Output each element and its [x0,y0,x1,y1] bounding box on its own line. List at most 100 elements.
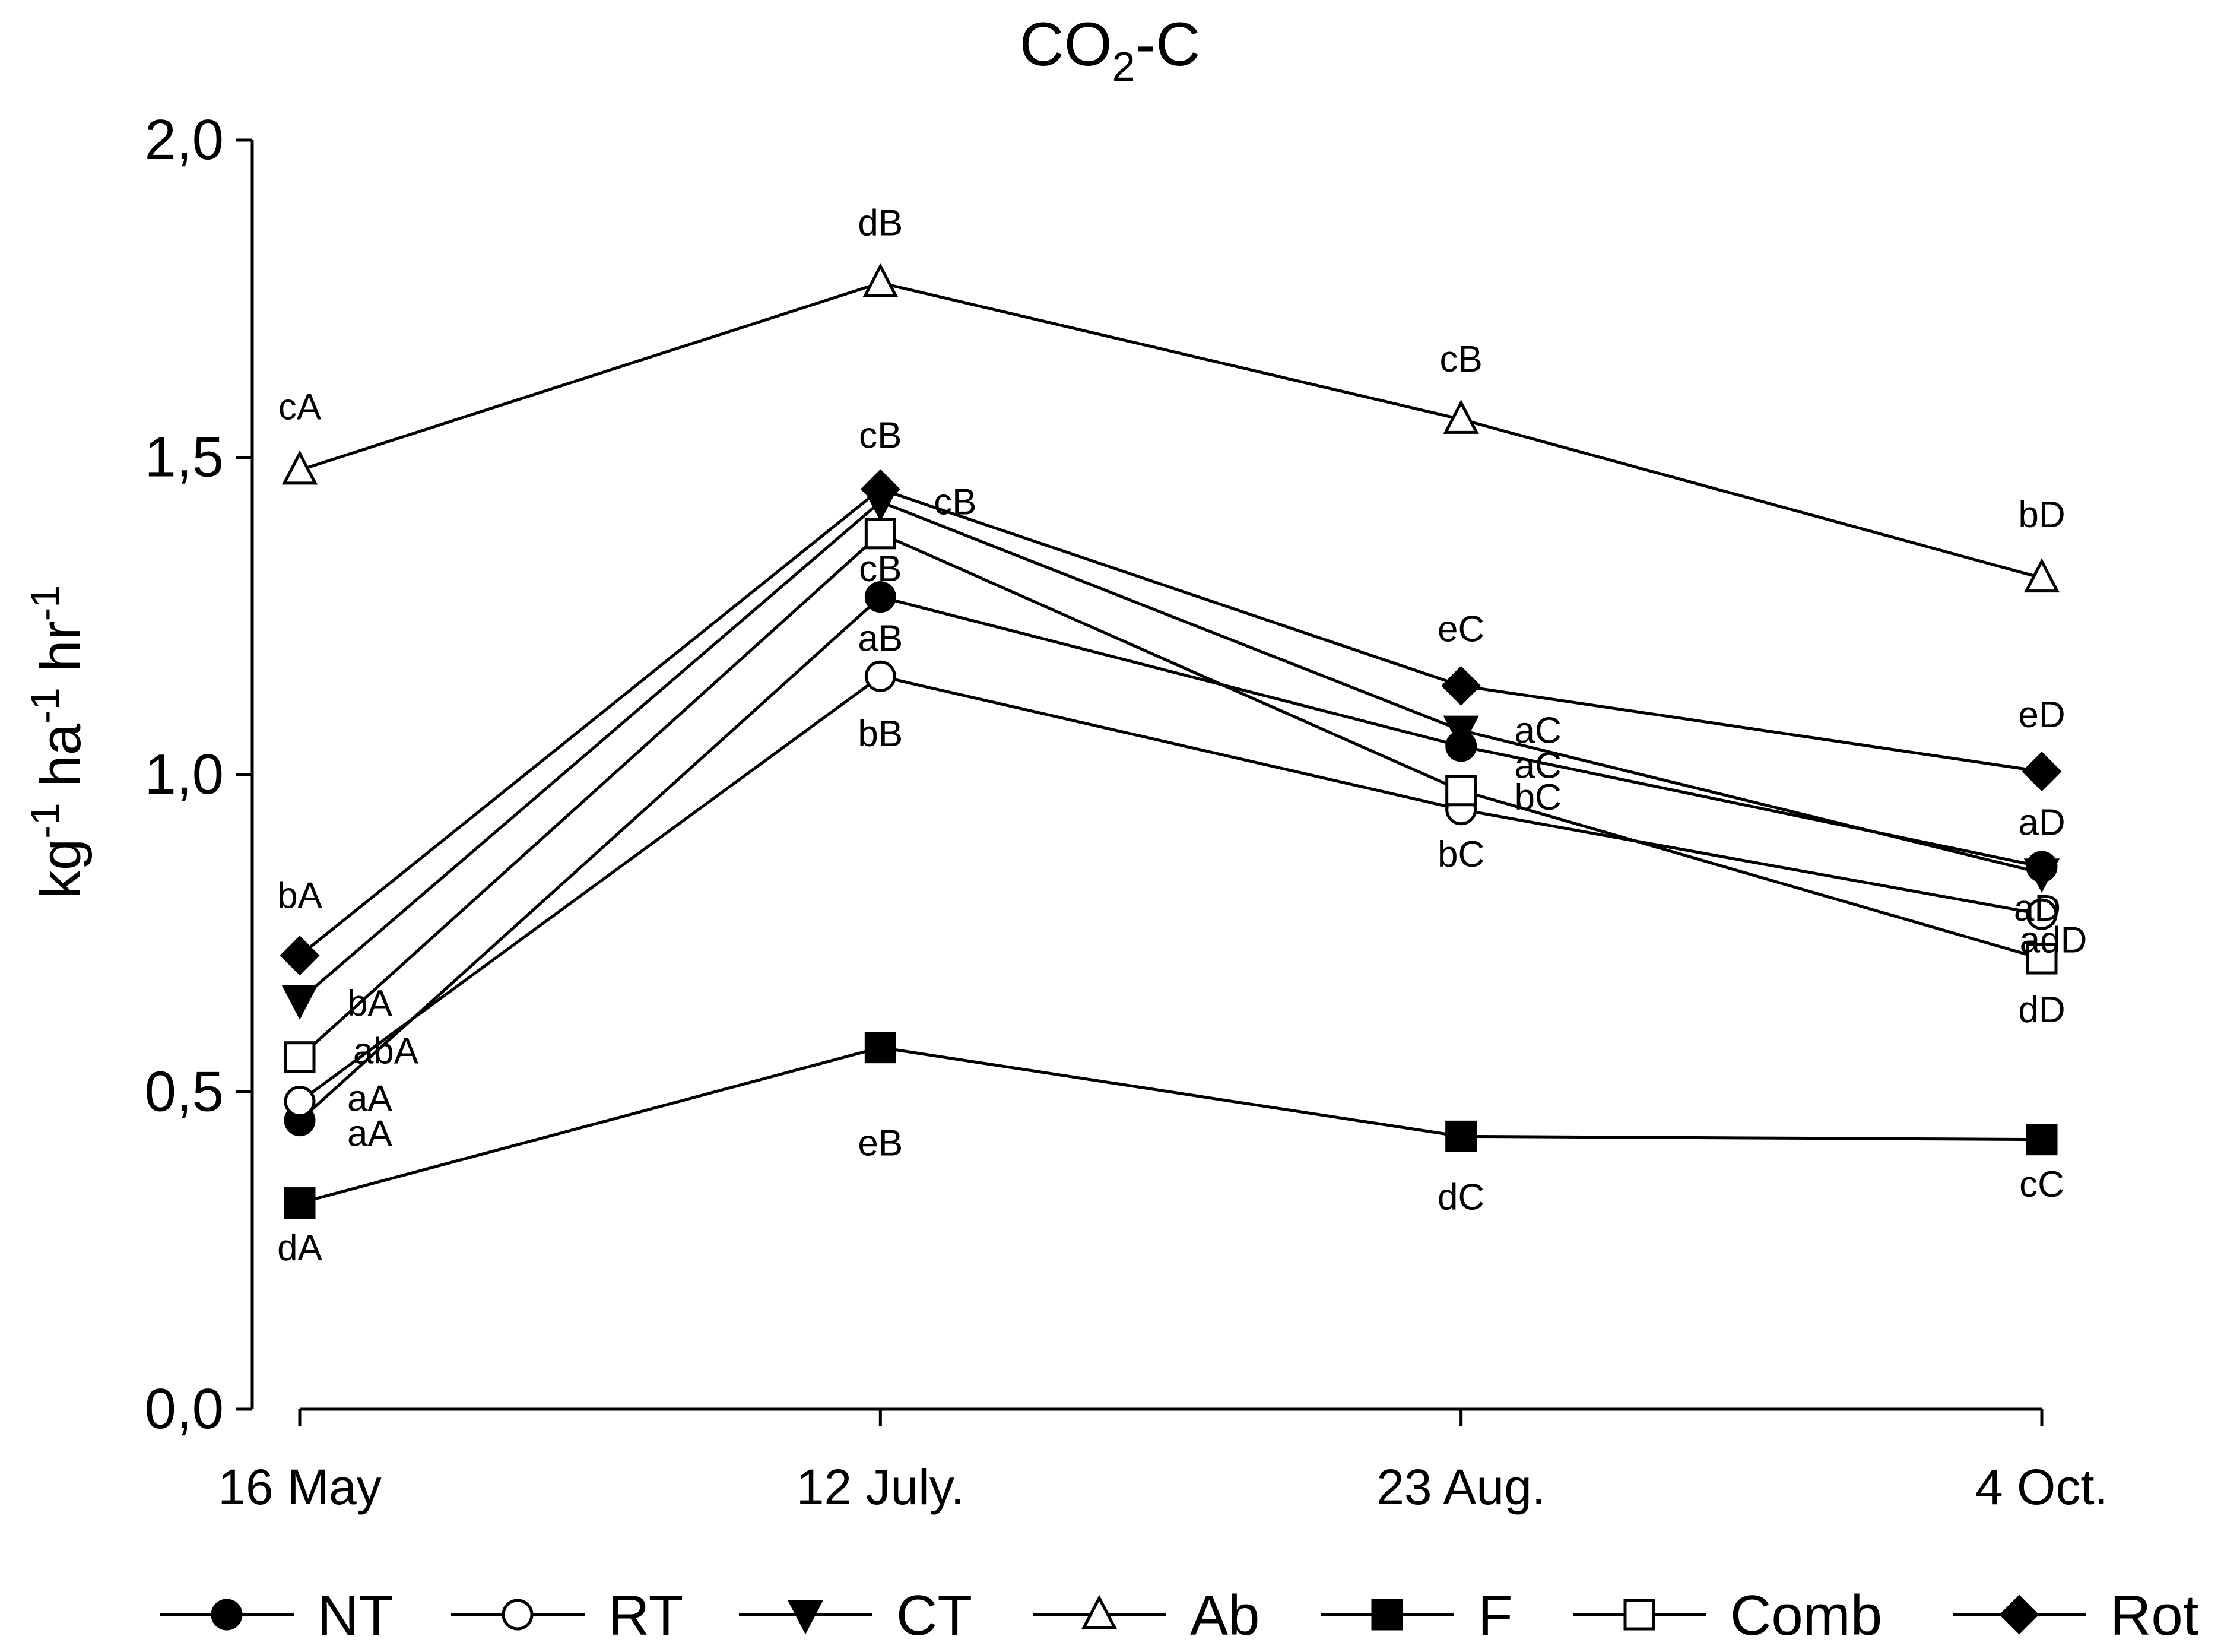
legend-item-ct: CT [739,1584,972,1647]
significance-label: bC [1438,834,1484,875]
legend: NT RT CT Ab F Comb Rot [160,1584,2198,1647]
legend-marker-ct [787,1600,824,1635]
legend-label-ct: CT [896,1584,972,1647]
significance-label: aB [858,619,903,659]
data-point-ab [281,450,318,485]
legend-label-ab: Ab [1190,1584,1259,1647]
data-point-nt [864,581,896,613]
y-label-part: hr [29,621,93,687]
legend-label-rot: Rot [2110,1584,2198,1647]
chart-title-rest: -C [1135,10,1201,79]
x-tick-label: 23 Aug. [1376,1459,1546,1515]
series-line-comb [299,531,2042,1058]
data-point-rot [860,469,900,509]
series-nt [284,581,2058,1137]
data-point-comb [864,518,896,550]
significance-label: bD [2018,494,2065,535]
chart-title: CO2-C [1020,10,1201,90]
series-line-nt [299,595,2042,1122]
significance-label: cC [2019,1164,2064,1205]
legend-label-f: F [1478,1584,1513,1647]
y-tick-label: 0,5 [145,1060,224,1124]
significance-label: cB [1439,339,1482,380]
y-tick-label: 2,0 [145,108,224,172]
data-point-ab [1443,399,1479,434]
legend-label-nt: NT [318,1584,394,1647]
significance-label: bA [277,875,322,916]
y-label-part: kg [29,839,93,899]
series-line-f [299,1046,2042,1204]
series-ab [281,263,2060,593]
significance-label: dA [277,1228,322,1269]
legend-marker-comb [1623,1599,1655,1631]
significance-label: eC [1438,609,1484,650]
significance-label: adD [2020,919,2087,960]
legend-label-rt: RT [608,1584,683,1647]
significance-label: bC [1515,777,1562,818]
significance-label: aA [347,1113,392,1154]
legend-marker-nt [211,1599,243,1631]
legend-marker-rot [1999,1594,2039,1635]
y-label-part: -1 [23,585,68,621]
significance-label: aA [347,1079,392,1120]
chart-title-subscript: 2 [1112,43,1135,90]
data-point-rt [864,660,896,692]
y-label-part: ha [29,723,93,803]
significance-label: cA [278,386,322,427]
significance-label: cB [934,482,976,523]
series-line-ct [299,500,2042,1001]
legend-marker-ab [1081,1594,1118,1629]
data-point-ab [2023,558,2060,593]
series-f [284,1032,2058,1219]
data-point-f [2026,1124,2058,1156]
significance-label: aC [1515,745,1562,786]
significance-label: dC [1438,1177,1484,1217]
significance-label: abA [353,1030,419,1071]
significance-label: aC [1515,711,1562,752]
series-rot [280,469,2062,976]
annotation-layer: cAbAbAabAaAaAdAdBcBcBcBaBbBeBcBeCaCaCbCb… [277,202,2087,1268]
data-point-ct [281,985,318,1020]
significance-label: bA [347,983,392,1024]
data-point-f [284,1187,316,1219]
legend-item-ab: Ab [1033,1584,1259,1647]
data-point-comb [1445,775,1477,807]
significance-label: aD [2014,888,2061,929]
data-point-comb [2026,943,2058,975]
legend-item-nt: NT [160,1584,394,1647]
data-point-rot [280,936,320,976]
data-point-rt [2026,898,2058,930]
data-point-f [864,1032,896,1064]
axes: 0,0 0,5 1,0 1,5 2,0 16 May 12 July. 23 Aug. 4 Oc… [145,108,2108,1515]
chart-title-main: CO [1020,10,1112,79]
x-tick-label: 12 July. [797,1459,964,1515]
significance-label: cB [859,415,902,456]
data-point-ab [862,263,899,298]
significance-label: cB [859,548,902,589]
data-point-ct [2023,858,2060,893]
y-label-part: -1 [23,803,68,838]
y-label-part: -1 [23,687,68,723]
data-point-comb [284,1041,316,1073]
data-point-rot [2022,752,2062,792]
data-point-ct [1443,715,1479,750]
legend-item-rt: RT [451,1584,683,1647]
significance-label: dB [858,202,903,243]
data-point-rt [284,1086,316,1118]
legend-item-comb: Comb [1573,1584,1882,1647]
series-line-ab [299,281,2042,580]
x-tick-label: 4 Oct. [1975,1459,2108,1515]
significance-label: aD [2018,803,2065,844]
series-line-rt [299,674,2042,1103]
significance-label: eD [2018,695,2065,735]
legend-item-rot: Rot [1953,1584,2198,1647]
legend-marker-f [1371,1599,1403,1631]
series-comb [284,518,2058,1073]
x-tick-label: 16 May [218,1459,381,1515]
significance-label: bB [858,714,903,754]
y-axis-label: kg-1 ha-1 hr-1 [23,585,93,899]
legend-marker-rt [502,1599,534,1631]
y-tick-label: 1,5 [145,426,224,489]
series-line-rot [299,487,2042,957]
